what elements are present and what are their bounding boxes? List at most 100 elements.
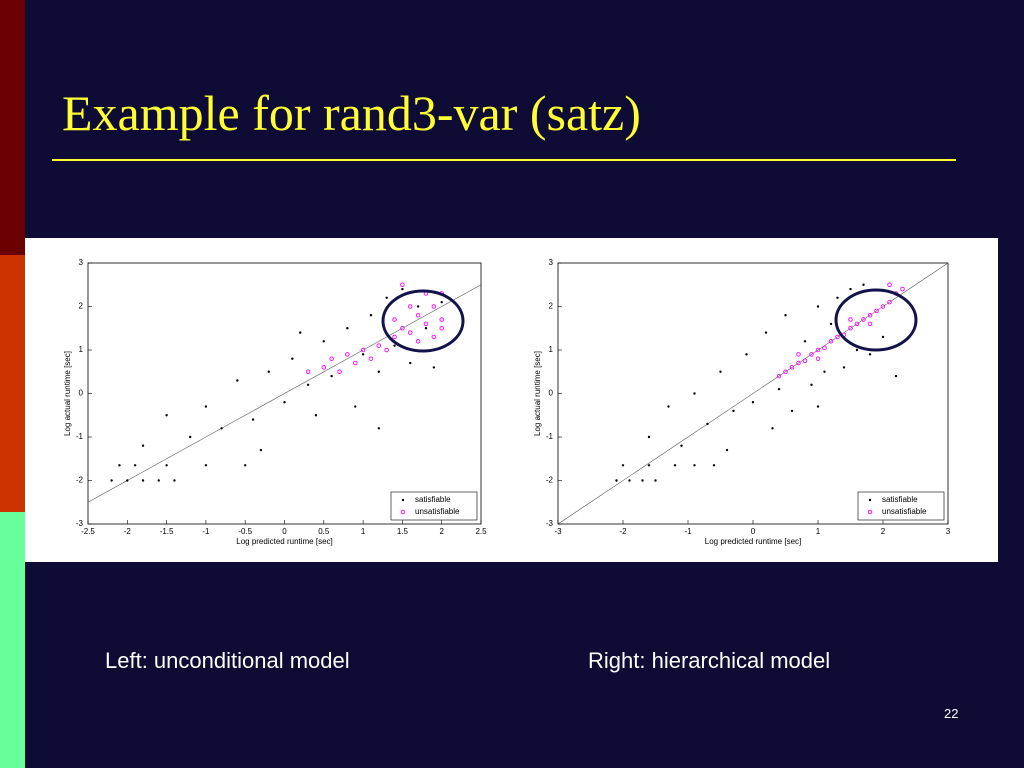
x-tick-label: 3 — [946, 527, 951, 536]
point — [329, 356, 334, 361]
point — [352, 360, 358, 366]
point — [133, 464, 137, 467]
point — [894, 374, 898, 378]
point — [615, 479, 618, 482]
point — [401, 287, 404, 291]
point — [337, 369, 342, 374]
point — [346, 327, 349, 330]
point — [409, 361, 412, 365]
diagonal-line — [557, 262, 949, 525]
point — [836, 296, 839, 299]
point — [157, 479, 160, 482]
y-axis-label: Log actual runtime [sec] — [533, 351, 542, 436]
point — [141, 444, 145, 447]
caption: Right: hierarchical model — [588, 648, 831, 673]
point — [424, 327, 428, 330]
point — [712, 464, 716, 467]
highlight-ellipse — [381, 289, 465, 353]
point — [236, 379, 239, 382]
point — [842, 366, 846, 369]
point — [385, 296, 388, 299]
point — [415, 312, 421, 318]
point — [259, 448, 263, 452]
point — [126, 479, 129, 482]
point — [809, 352, 814, 357]
x-tick-label: 0 — [282, 527, 287, 536]
point — [647, 435, 651, 439]
point — [621, 464, 625, 467]
point — [706, 422, 709, 426]
point — [377, 370, 381, 373]
point — [204, 405, 208, 408]
point — [867, 321, 873, 327]
point — [408, 330, 413, 335]
point — [816, 405, 820, 408]
x-tick-label: -1 — [684, 527, 692, 536]
point — [868, 353, 872, 356]
point — [400, 325, 405, 331]
x-tick-label: 2 — [439, 527, 444, 536]
legend-label: satisfiable — [415, 495, 451, 504]
x-tick-label: -1.5 — [160, 527, 174, 536]
point — [848, 317, 853, 322]
point — [880, 304, 886, 309]
point — [900, 286, 905, 292]
point — [848, 325, 853, 331]
point — [392, 317, 397, 322]
diagonal-line — [87, 284, 482, 503]
figure-panel: -2.5 -2 -1.5 -1 -0.5 0 0.5 1 1.5 2 2.5 -3 -2 -1 0 1 2 3 Lo… — [25, 238, 998, 562]
point — [680, 444, 683, 447]
point — [861, 317, 866, 322]
point — [188, 435, 192, 439]
side-strip — [0, 255, 25, 512]
x-tick-label: -2 — [124, 527, 132, 536]
x-tick-label: 2 — [881, 527, 886, 536]
x-tick-label: -3 — [554, 527, 562, 536]
point — [784, 314, 787, 317]
point — [815, 356, 821, 361]
point — [874, 308, 879, 314]
y-tick-label: -2 — [76, 476, 84, 485]
slide-title: Example for rand3-var (satz) — [62, 85, 641, 141]
x-tick-label: 1 — [816, 527, 821, 536]
y-tick-label: 0 — [549, 389, 554, 398]
x-tick-label: 0.5 — [318, 527, 330, 536]
legend-box — [390, 491, 478, 521]
point — [377, 427, 381, 430]
point — [415, 339, 421, 344]
title-rule — [52, 159, 956, 161]
x-tick-label: -2 — [619, 527, 627, 536]
figure: -2.5 -2 -1.5 -1 -0.5 0 0.5 1 1.5 2 2.5 -3 -2 -1 0 1 2 3 Lo… — [63, 258, 951, 546]
point — [854, 321, 860, 327]
point — [361, 353, 365, 356]
point — [110, 479, 113, 482]
y-axis-label: Log actual runtime [sec] — [63, 351, 72, 436]
point — [368, 356, 374, 361]
legend-label: unsatisfiable — [415, 507, 460, 516]
point — [322, 340, 325, 343]
point — [431, 334, 437, 340]
point — [667, 405, 670, 408]
point — [881, 335, 885, 339]
point — [829, 322, 833, 326]
point — [244, 464, 247, 467]
point — [267, 370, 270, 373]
point — [816, 305, 820, 308]
point — [400, 282, 405, 288]
legend-box — [857, 491, 945, 521]
point — [220, 427, 223, 430]
side-strip — [0, 0, 25, 255]
point — [291, 357, 294, 360]
point — [408, 304, 413, 309]
point — [423, 321, 429, 327]
point — [141, 479, 145, 482]
y-tick-label: 2 — [79, 302, 84, 311]
y-tick-label: -2 — [546, 476, 554, 485]
point — [173, 479, 176, 482]
point — [165, 414, 168, 417]
point — [628, 479, 631, 482]
point — [314, 414, 318, 417]
legend-label: satisfiable — [882, 495, 918, 504]
point — [439, 317, 444, 322]
y-tick-label: -1 — [76, 432, 84, 441]
